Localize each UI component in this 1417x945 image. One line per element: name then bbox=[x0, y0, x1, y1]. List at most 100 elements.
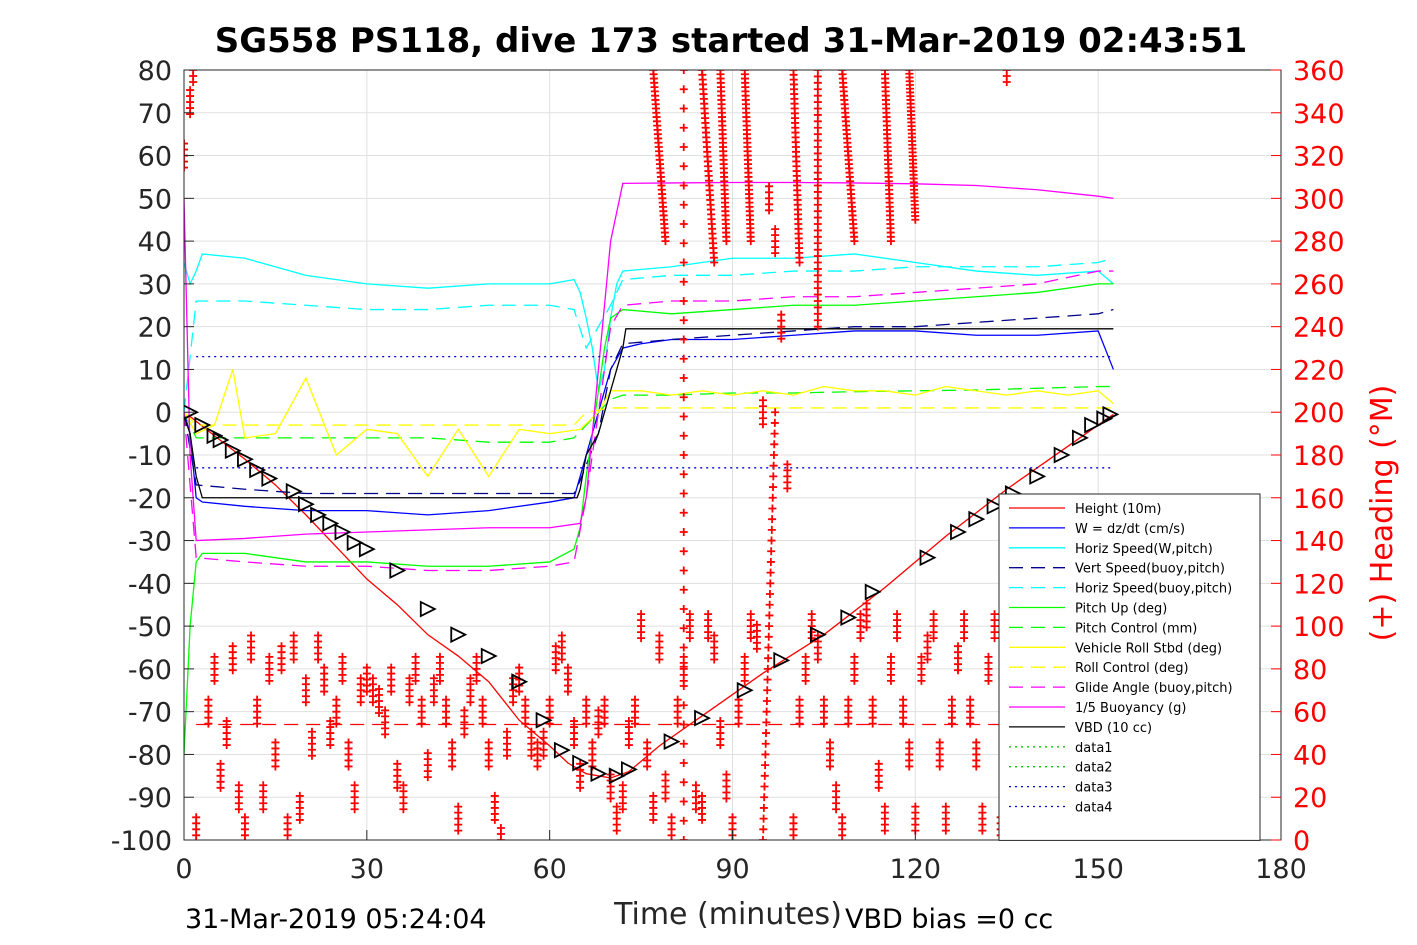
x-tick-label: 30 bbox=[350, 854, 384, 885]
heading-marker bbox=[856, 634, 865, 643]
heading-marker bbox=[972, 762, 981, 771]
triangle-marker bbox=[919, 549, 937, 567]
heading-marker bbox=[832, 805, 841, 814]
heading-marker bbox=[679, 797, 688, 806]
heading-marker bbox=[594, 730, 603, 739]
y-tick-label-left: -70 bbox=[128, 698, 172, 729]
y-tick-label-left: 40 bbox=[138, 227, 172, 258]
y-tick-label-right: 280 bbox=[1293, 227, 1345, 258]
heading-marker bbox=[886, 676, 895, 685]
heading-marker bbox=[490, 815, 499, 824]
heading-marker bbox=[758, 420, 767, 429]
heading-marker bbox=[767, 547, 776, 556]
heading-marker bbox=[472, 676, 481, 685]
heading-marker bbox=[679, 508, 688, 517]
y-tick-label-right: 0 bbox=[1293, 826, 1310, 857]
heading-marker bbox=[769, 451, 778, 459]
heading-marker bbox=[722, 794, 731, 803]
x-axis-label: Time (minutes) bbox=[613, 897, 842, 932]
heading-marker bbox=[184, 139, 188, 148]
heading-marker bbox=[576, 783, 585, 792]
heading-marker bbox=[332, 719, 341, 728]
heading-marker bbox=[698, 815, 707, 824]
triangle-marker bbox=[334, 523, 352, 541]
heading-marker bbox=[765, 206, 774, 215]
heading-marker bbox=[551, 666, 560, 675]
heading-marker bbox=[466, 698, 475, 707]
heading-marker bbox=[769, 461, 778, 470]
heading-marker bbox=[765, 590, 774, 599]
x-tick-label: 90 bbox=[715, 854, 749, 885]
heading-marker bbox=[929, 634, 938, 643]
heading-marker bbox=[758, 836, 767, 840]
heading-marker bbox=[184, 145, 188, 154]
heading-marker bbox=[314, 655, 323, 664]
legend: Height (10m) W = dz/dt (cm/s) Horiz Speed(… bbox=[998, 493, 1261, 841]
heading-marker bbox=[813, 655, 822, 664]
heading-marker bbox=[679, 393, 688, 402]
heading-marker bbox=[759, 814, 768, 823]
heading-marker bbox=[503, 751, 512, 760]
y-tick-label-right: 200 bbox=[1293, 398, 1345, 429]
y-tick-label-left: -20 bbox=[128, 484, 172, 515]
triangle-marker bbox=[358, 540, 376, 558]
triangle-marker bbox=[950, 523, 968, 541]
series-line bbox=[184, 308, 1114, 495]
heading-marker bbox=[460, 730, 469, 739]
heading-marker bbox=[766, 579, 775, 588]
triangle-marker bbox=[206, 427, 224, 445]
heading-marker bbox=[760, 771, 769, 780]
heading-marker bbox=[978, 826, 987, 835]
y-tick-label-right: 60 bbox=[1293, 698, 1327, 729]
legend-entry: Vert Speed(buoy,pitch) bbox=[1075, 562, 1225, 577]
heading-marker bbox=[679, 412, 688, 421]
heading-marker bbox=[277, 666, 286, 675]
y-tick-label-left: 60 bbox=[138, 142, 172, 173]
legend-entry: Pitch Control (mm) bbox=[1075, 621, 1197, 636]
heading-marker bbox=[679, 528, 688, 536]
heading-marker bbox=[673, 719, 682, 728]
heading-marker bbox=[893, 634, 902, 643]
heading-marker bbox=[381, 730, 390, 739]
heading-marker bbox=[768, 493, 777, 502]
heading-marker bbox=[960, 634, 969, 643]
heading-marker bbox=[320, 687, 329, 696]
heading-marker bbox=[769, 472, 778, 481]
triangle-marker bbox=[511, 673, 529, 691]
heading-marker bbox=[771, 249, 780, 258]
legend-entry: data2 bbox=[1075, 761, 1113, 776]
triangle-marker bbox=[620, 760, 638, 778]
heading-marker bbox=[792, 837, 795, 840]
heading-marker bbox=[417, 719, 426, 728]
y-tick-label-right: 160 bbox=[1293, 484, 1345, 515]
heading-marker bbox=[624, 741, 633, 750]
y-tick-label-left: 70 bbox=[138, 99, 172, 130]
heading-marker bbox=[679, 200, 688, 209]
heading-marker bbox=[762, 696, 771, 705]
heading-marker bbox=[679, 335, 688, 344]
triangle-marker bbox=[297, 495, 315, 513]
series-line bbox=[184, 407, 1114, 426]
heading-marker bbox=[247, 655, 256, 664]
heading-marker bbox=[762, 718, 771, 727]
legend-entry: W = dz/dt (cm/s) bbox=[1075, 522, 1185, 537]
heading-marker bbox=[752, 644, 761, 653]
heading-marker bbox=[768, 504, 777, 513]
heading-marker bbox=[423, 773, 432, 782]
heading-marker bbox=[722, 237, 731, 246]
y-tick-label-left: -90 bbox=[128, 783, 172, 814]
heading-marker bbox=[661, 237, 670, 246]
heading-marker bbox=[637, 634, 646, 643]
heading-marker bbox=[527, 751, 536, 760]
y-tick-label-right: 260 bbox=[1293, 270, 1345, 301]
heading-marker bbox=[905, 762, 914, 771]
heading-marker bbox=[813, 322, 822, 331]
heading-marker bbox=[764, 643, 773, 652]
triangle-marker bbox=[1084, 416, 1102, 434]
y-tick-label-left: -10 bbox=[128, 441, 172, 472]
heading-marker bbox=[783, 484, 792, 493]
heading-marker bbox=[679, 676, 688, 685]
heading-marker bbox=[679, 297, 688, 305]
heading-marker bbox=[850, 676, 859, 685]
triangle-marker bbox=[986, 497, 1004, 515]
